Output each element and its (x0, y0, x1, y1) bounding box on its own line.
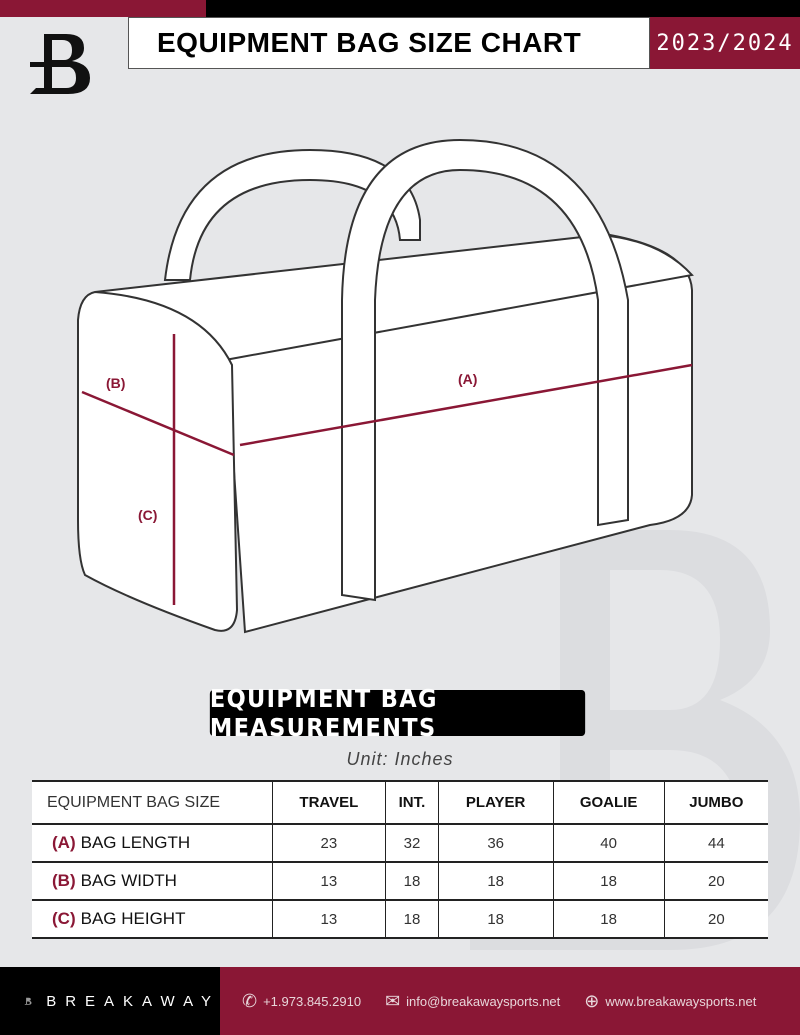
row-label-text: BAG WIDTH (80, 871, 177, 890)
table-cell: 18 (385, 861, 439, 901)
front-handle (341, 138, 629, 602)
watermark-logo (470, 530, 800, 950)
table-cell: 13 (271, 861, 386, 901)
unit-label: Unit: Inches (346, 749, 454, 769)
table-cell: 13 (271, 899, 386, 939)
website-text: www.breakawaysports.net (605, 993, 757, 1009)
table-cell: 40 (552, 823, 665, 863)
table-cell: 18 (385, 899, 439, 939)
column-header: JUMBO (663, 780, 768, 825)
table-row: (A) BAG LENGTH 23 32 36 40 44 (32, 823, 768, 863)
row-label: (B) BAG WIDTH (32, 861, 272, 901)
page-title-box: EQUIPMENT BAG SIZE CHART (128, 17, 650, 69)
table-row: (B) BAG WIDTH 13 18 18 18 20 (32, 861, 768, 901)
row-label-text: BAG HEIGHT (80, 909, 186, 928)
column-header: PLAYER (437, 780, 554, 825)
label-b: (B) (106, 375, 125, 391)
table-cell: 44 (663, 823, 768, 863)
footer-contact: ✆ +1.973.845.2910 ✉ info@breakawaysports.n… (220, 967, 800, 1035)
brand-logo (30, 34, 90, 94)
bag-diagram: (B) (C) (A) (77, 138, 694, 634)
table-cell: 18 (437, 899, 554, 939)
column-header: INT. (385, 780, 439, 825)
table-header-row: EQUIPMENT BAG SIZE TRAVEL INT. PLAYER GO… (32, 780, 768, 825)
table-cell: 23 (271, 823, 386, 863)
top-accent-bar (0, 0, 206, 17)
table-cell: 20 (663, 861, 768, 901)
label-c: (C) (138, 507, 157, 523)
bag-end (77, 290, 239, 632)
table-cell: 18 (552, 899, 665, 939)
email-text: info@breakawaysports.net (406, 993, 561, 1009)
label-a: (A) (458, 371, 477, 387)
brand-name: BREAKAWAY (46, 992, 220, 1010)
back-handle (163, 148, 421, 281)
measurements-title: EQUIPMENT BAG MEASUREMENTS (209, 684, 586, 742)
row-label-text: BAG LENGTH (80, 833, 191, 852)
website-contact[interactable]: ⊕ www.breakawaysports.net (584, 991, 756, 1012)
mail-icon: ✉ (385, 990, 401, 1011)
corner-header: EQUIPMENT BAG SIZE (32, 780, 272, 825)
row-key: (C) (52, 909, 76, 928)
season-badge: 2023/2024 (650, 17, 800, 69)
row-label: (C) BAG HEIGHT (32, 899, 272, 939)
top-black-bar (206, 0, 800, 17)
table-cell: 18 (552, 861, 665, 901)
table-row: (C) BAG HEIGHT 13 18 18 18 20 (32, 899, 768, 939)
column-header: GOALIE (552, 780, 665, 825)
phone-text: +1.973.845.2910 (263, 993, 362, 1009)
row-label: (A) BAG LENGTH (32, 823, 272, 863)
phone-icon: ✆ (242, 990, 258, 1011)
email-contact[interactable]: ✉ info@breakawaysports.net (385, 991, 560, 1012)
footer-logo (24, 997, 32, 1005)
column-header: TRAVEL (271, 780, 386, 825)
phone-contact[interactable]: ✆ +1.973.845.2910 (242, 991, 361, 1012)
size-table: EQUIPMENT BAG SIZE TRAVEL INT. PLAYER GO… (32, 780, 768, 939)
footer-brand: BREAKAWAY (0, 967, 220, 1035)
row-key: (B) (52, 871, 76, 890)
table-cell: 20 (663, 899, 768, 939)
table-cell: 36 (437, 823, 554, 863)
globe-icon: ⊕ (584, 990, 600, 1011)
table-cell: 18 (437, 861, 554, 901)
page-title: EQUIPMENT BAG SIZE CHART (157, 27, 582, 58)
row-key: (A) (52, 833, 76, 852)
table-cell: 32 (385, 823, 439, 863)
